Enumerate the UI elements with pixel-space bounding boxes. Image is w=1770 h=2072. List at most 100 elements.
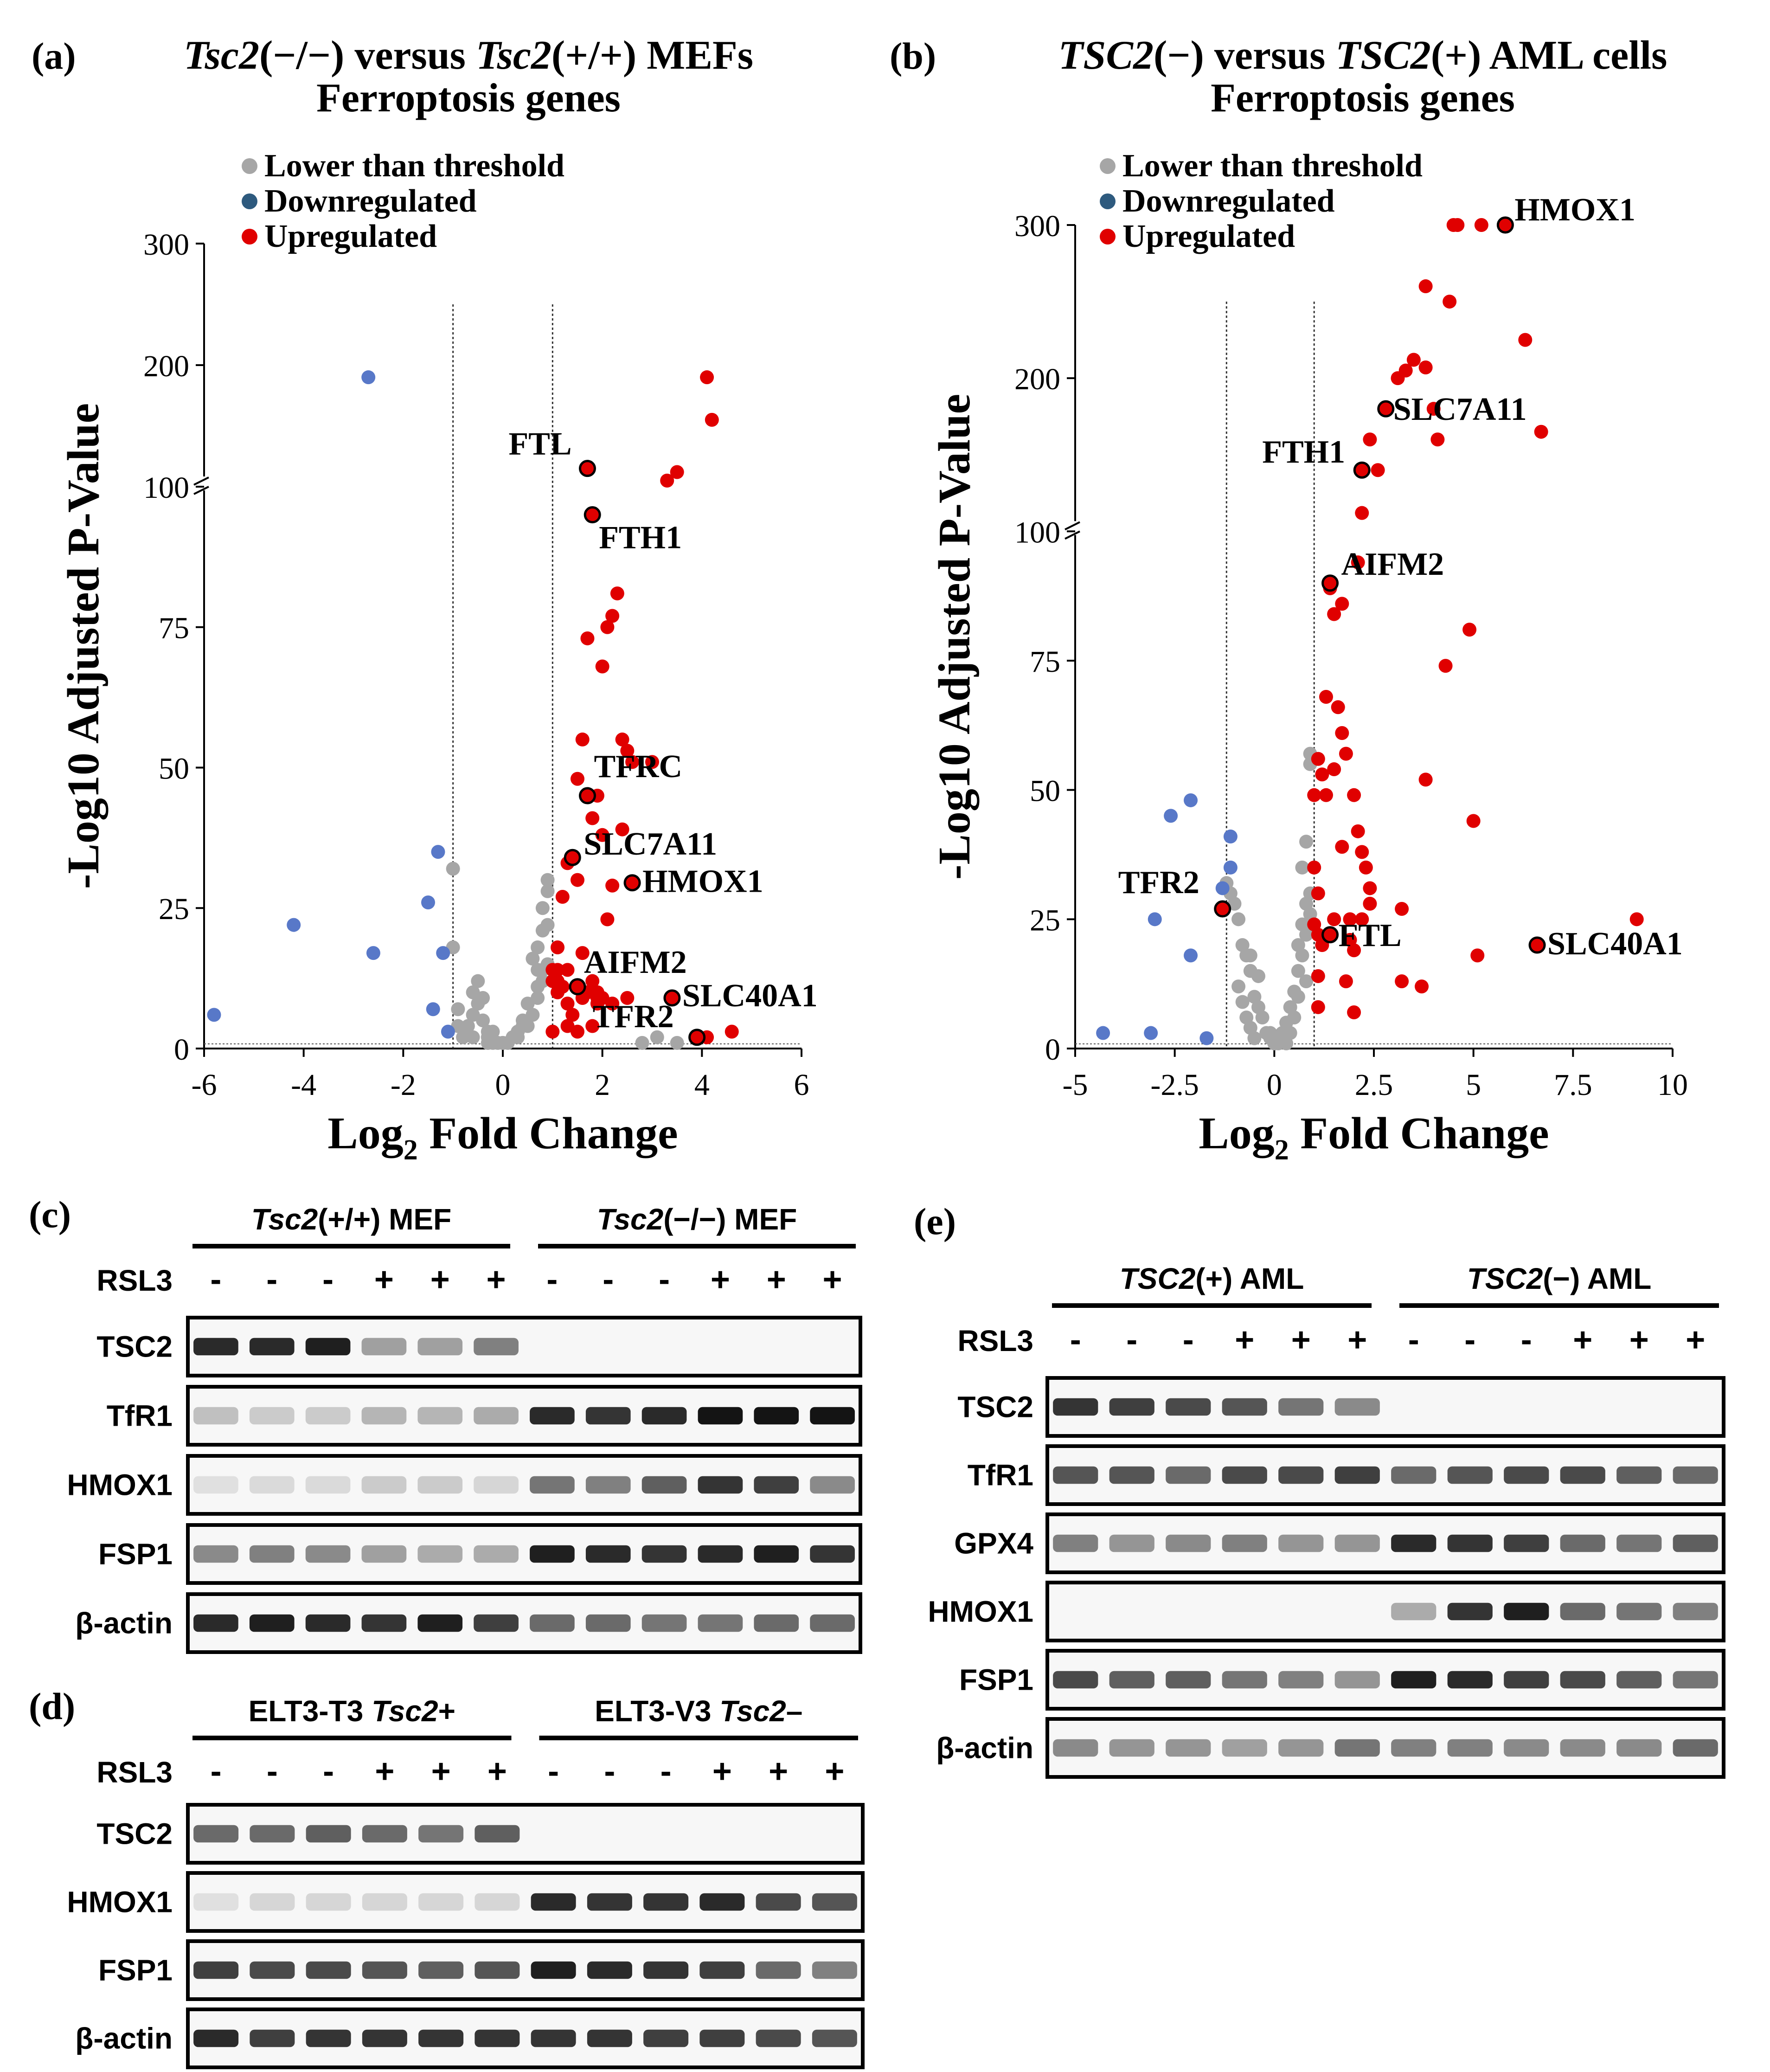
- blot-band: [1616, 1602, 1662, 1621]
- data-point-up: [1359, 860, 1373, 875]
- treatment-sign: +: [712, 1753, 732, 1790]
- legend-marker: [1100, 193, 1116, 209]
- blot-band: [1053, 1739, 1098, 1757]
- blot-band: [362, 1961, 407, 1979]
- group-header: TSC2(−) AML: [1467, 1262, 1652, 1295]
- blot-frame: [1045, 1376, 1725, 1438]
- treatment-sign: -: [1183, 1321, 1194, 1358]
- data-point-up: [1426, 402, 1441, 416]
- blot-band: [1166, 1398, 1211, 1416]
- blot-band: [754, 1545, 799, 1563]
- blot-band: [531, 1893, 576, 1911]
- treatment-sign: -: [266, 1261, 277, 1298]
- blot-band: [474, 1476, 519, 1494]
- data-point-up: [1355, 845, 1369, 859]
- data-point-up: [1311, 1000, 1325, 1014]
- blot-band: [1109, 1466, 1154, 1484]
- data-point-up: [585, 1019, 600, 1033]
- treatment-sign: +: [1573, 1321, 1592, 1358]
- legend-label: Lower than threshold: [264, 148, 564, 184]
- treatment-sign: -: [322, 1261, 333, 1298]
- protein-label: TSC2: [957, 1390, 1033, 1424]
- blot-frame: [1045, 1444, 1725, 1506]
- blot-band: [305, 1407, 351, 1425]
- blot-band: [418, 1961, 464, 1979]
- protein-label: TSC2: [96, 1817, 173, 1851]
- data-point-up: [551, 963, 565, 977]
- treatment-sign: +: [430, 1261, 450, 1298]
- x-tick-label: 7.5: [1554, 1068, 1592, 1102]
- legend-marker: [1100, 158, 1116, 174]
- highlighted-gene-point: [1496, 216, 1514, 234]
- treatment-sign: +: [1235, 1321, 1254, 1358]
- legend-marker: [242, 229, 257, 245]
- y-tick-label: 200: [143, 349, 189, 383]
- blot-band: [193, 1961, 239, 1979]
- blot-band: [812, 2029, 857, 2047]
- blot-band: [1109, 1398, 1154, 1416]
- blot-band: [754, 1614, 799, 1632]
- blot-frame: [186, 1316, 862, 1377]
- x-tick-label: 2: [595, 1068, 610, 1102]
- volcano-plot-b: (b) TSC2(−) versus TSC2(+) AML cellsFerro…: [890, 33, 1688, 1166]
- y-axis-label: -Log10 Adjusted P-Value: [58, 403, 109, 889]
- blot-band: [1504, 1534, 1549, 1552]
- highlighted-gene-point: [564, 849, 581, 866]
- data-point-up: [1335, 597, 1349, 611]
- volcano-plot-a: (a) Tsc2(−/−) versus Tsc2(+/+) MEFsFerrop…: [32, 33, 818, 1166]
- highlighted-gene-point: [1377, 400, 1395, 418]
- data-point-up: [1351, 824, 1365, 838]
- blot-band: [193, 2029, 239, 2047]
- gene-label: SLC7A11: [584, 826, 717, 862]
- data-point-up: [1327, 607, 1341, 621]
- blot-band: [1278, 1398, 1324, 1416]
- blot-band: [1560, 1739, 1605, 1757]
- blot-band: [531, 2029, 576, 2047]
- y-axis-label: -Log10 Adjusted P-Value: [930, 394, 980, 880]
- gene-label: FTL: [1339, 918, 1402, 953]
- data-point-down: [431, 845, 445, 859]
- blot-band: [699, 2029, 745, 2047]
- data-point-up: [600, 620, 615, 634]
- data-point-up: [600, 912, 615, 927]
- blot-band: [361, 1407, 407, 1425]
- data-point-down: [1215, 881, 1230, 895]
- blot-band: [361, 1614, 407, 1632]
- data-point-up: [1315, 767, 1329, 782]
- data-point-down: [421, 895, 435, 910]
- blot-band: [698, 1407, 743, 1425]
- treatment-label: RSL3: [96, 1264, 173, 1297]
- data-point-up: [1343, 912, 1357, 927]
- data-point-gray: [670, 1036, 684, 1050]
- blot-band: [1053, 1398, 1098, 1416]
- x-tick-label: -5: [1063, 1068, 1088, 1102]
- blot-band: [305, 1338, 351, 1356]
- data-point-up: [615, 732, 629, 746]
- blot-band: [1222, 1671, 1267, 1689]
- data-point-up: [571, 873, 584, 887]
- data-point-gray: [1255, 1010, 1270, 1025]
- data-point-up: [1335, 726, 1349, 740]
- blot-band: [306, 1825, 351, 1843]
- treatment-sign: +: [1629, 1321, 1649, 1358]
- legend-label: Downregulated: [1122, 183, 1335, 219]
- data-point-gray: [1291, 938, 1305, 952]
- blot-frame: [186, 1454, 862, 1516]
- blot-band: [1222, 1398, 1267, 1416]
- blot-band: [1447, 1602, 1493, 1621]
- y-tick-label: 0: [1045, 1033, 1060, 1067]
- data-point-down: [1184, 948, 1198, 963]
- blot-band: [249, 1614, 295, 1632]
- blot-frame: [1045, 1581, 1725, 1642]
- blot-band: [249, 1338, 295, 1356]
- protein-label: TfR1: [968, 1459, 1033, 1492]
- data-point-gray: [1243, 948, 1257, 963]
- blot-band: [1616, 1739, 1662, 1757]
- blot-band: [193, 1338, 238, 1356]
- blot-band: [417, 1545, 463, 1563]
- data-point-up: [575, 732, 590, 746]
- x-tick-label: 10: [1657, 1068, 1688, 1102]
- treatment-sign: -: [1126, 1321, 1137, 1358]
- treatment-label: RSL3: [957, 1324, 1033, 1358]
- blot-band: [417, 1407, 463, 1425]
